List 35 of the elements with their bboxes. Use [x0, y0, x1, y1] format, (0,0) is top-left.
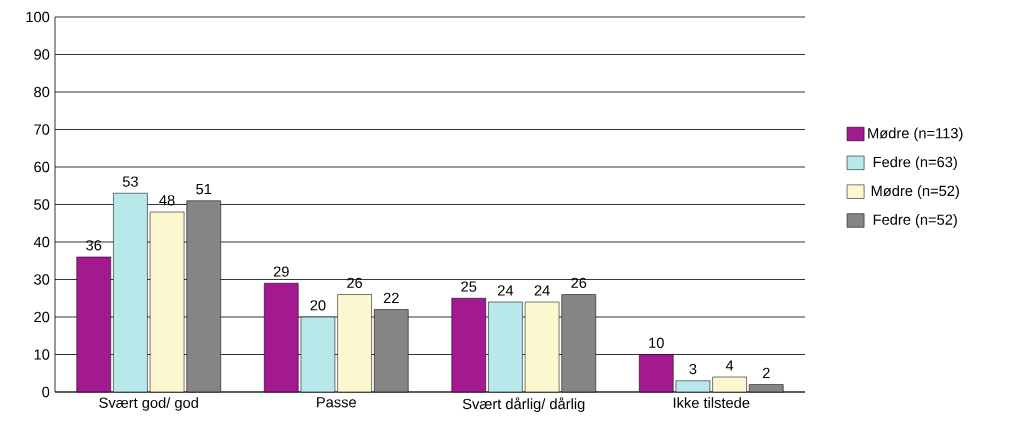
data-label: 24: [534, 285, 550, 296]
y-tick-label: 90: [34, 49, 50, 60]
data-label: 25: [461, 281, 477, 292]
y-tick-label: 100: [26, 11, 50, 23]
y-tick-label: 70: [34, 124, 50, 135]
data-label: 20: [310, 300, 326, 311]
data-label: 3: [689, 363, 697, 375]
legend-label: Fedre (n=52): [873, 214, 957, 228]
data-label: 2: [762, 367, 770, 379]
data-label: 51: [196, 184, 212, 195]
y-tick-label: 80: [34, 86, 50, 98]
data-label: 22: [383, 292, 399, 304]
data-label: 10: [649, 337, 664, 349]
x-tick-label: Passe: [317, 397, 356, 408]
data-label: 26: [571, 277, 587, 289]
data-label: 4: [725, 360, 734, 371]
data-label: 26: [347, 277, 363, 289]
y-tick-label: 60: [34, 161, 50, 173]
x-tick-label: Ikke tilstede: [673, 397, 750, 408]
legend-label: Mødre (n=52): [871, 185, 959, 199]
data-label: 24: [498, 285, 514, 296]
data-label: 36: [86, 240, 102, 251]
y-tick-label: 0: [42, 386, 50, 398]
y-tick-label: 20: [34, 311, 50, 323]
data-label: 29: [273, 266, 289, 277]
x-tick-label: Svært god/ god: [99, 397, 198, 411]
data-label: 53: [122, 176, 138, 187]
x-tick-label: Svært dårlig/ dårlig: [462, 397, 585, 413]
y-tick-label: 50: [34, 199, 50, 210]
y-tick-label: 30: [34, 274, 50, 285]
data-label: 48: [159, 195, 175, 206]
y-tick-label: 10: [34, 349, 50, 360]
legend-label: Fedre (n=63): [873, 156, 957, 171]
legend-label: Mødre (n=113): [868, 127, 963, 142]
y-tick-label: 40: [33, 236, 50, 248]
